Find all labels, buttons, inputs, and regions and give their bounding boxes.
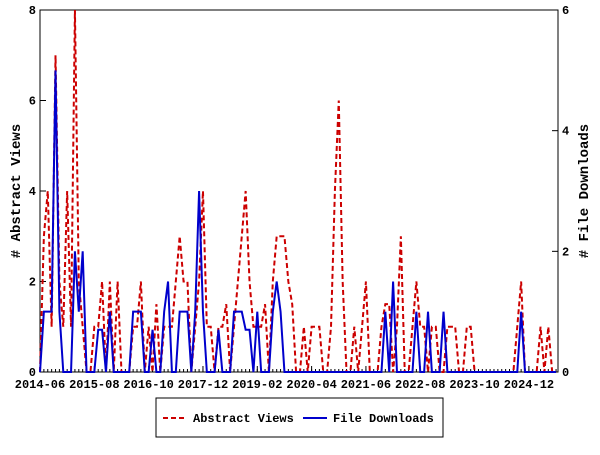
x-tick-label: 2015-08 <box>69 378 119 392</box>
y-tick-label: 8 <box>29 4 36 18</box>
legend-label: File Downloads <box>333 412 434 426</box>
y2-tick-label: 6 <box>562 4 569 18</box>
x-tick-label: 2017-12 <box>178 378 228 392</box>
legend-box <box>155 397 444 438</box>
x-tick-label: 2019-02 <box>232 378 282 392</box>
y-axis-label: # Abstract Views <box>9 124 25 258</box>
y-tick-label: 0 <box>29 366 36 380</box>
series-line <box>39 9 557 373</box>
y-tick-label: 4 <box>29 185 36 199</box>
y2-tick-label: 2 <box>562 245 569 259</box>
x-tick-label: 2014-06 <box>15 378 65 392</box>
x-tick-label: 2020-04 <box>286 378 336 392</box>
x-tick-label: 2021-06 <box>341 378 391 392</box>
y2-axis-label: # File Downloads <box>577 124 593 258</box>
x-tick-label: 2024-12 <box>504 378 554 392</box>
y-tick-label: 2 <box>29 276 36 290</box>
plot-frame <box>39 9 559 373</box>
y2-tick-label: 4 <box>562 125 569 139</box>
x-tick-label: 2022-08 <box>395 378 445 392</box>
legend-label: Abstract Views <box>193 412 294 426</box>
x-tick-label: 2023-10 <box>449 378 499 392</box>
y2-tick-label: 0 <box>562 366 569 380</box>
x-tick-label: 2016-10 <box>123 378 173 392</box>
y-tick-label: 6 <box>29 95 36 109</box>
series-line <box>39 70 557 373</box>
